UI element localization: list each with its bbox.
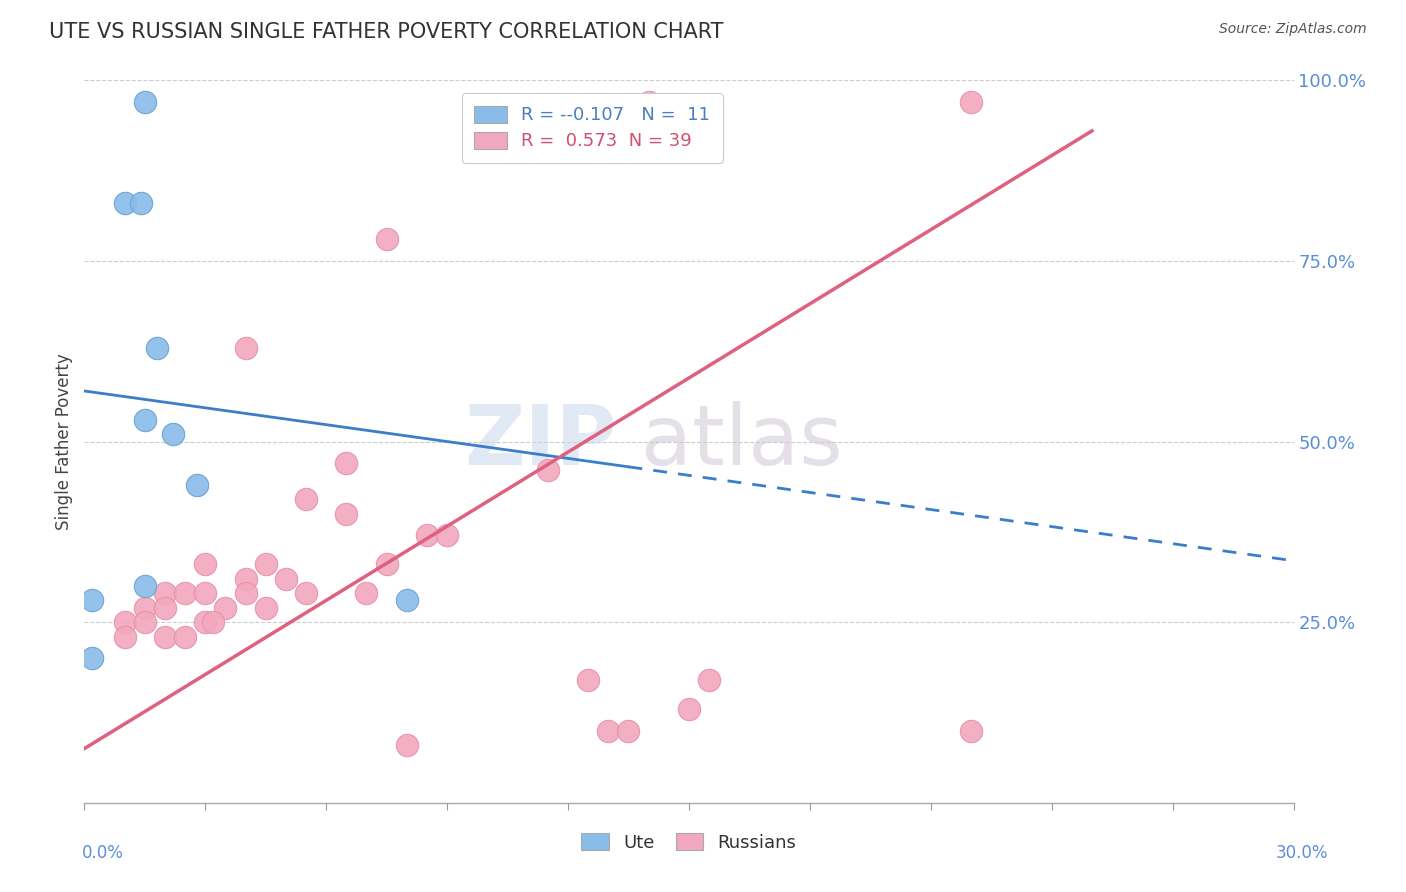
Point <box>114 630 136 644</box>
Point <box>202 615 225 630</box>
Text: atlas: atlas <box>641 401 842 482</box>
Point <box>162 427 184 442</box>
Text: UTE VS RUSSIAN SINGLE FATHER POVERTY CORRELATION CHART: UTE VS RUSSIAN SINGLE FATHER POVERTY COR… <box>49 22 724 42</box>
Point <box>174 586 197 600</box>
Point <box>114 615 136 630</box>
Point <box>134 579 156 593</box>
Point <box>146 341 169 355</box>
Point <box>114 196 136 211</box>
Point <box>335 456 357 470</box>
Point <box>416 528 439 542</box>
Point <box>235 572 257 586</box>
Point <box>194 586 217 600</box>
Point <box>82 593 104 607</box>
Point <box>214 600 236 615</box>
Point <box>134 413 156 427</box>
Point <box>356 586 378 600</box>
Point <box>960 723 983 738</box>
Point <box>174 630 197 644</box>
Point <box>637 95 659 109</box>
Text: ZIP: ZIP <box>464 401 616 482</box>
Legend: Ute, Russians: Ute, Russians <box>574 826 804 859</box>
Point <box>960 95 983 109</box>
Point <box>375 232 398 246</box>
Point <box>153 630 176 644</box>
Point <box>153 600 176 615</box>
Y-axis label: Single Father Poverty: Single Father Poverty <box>55 353 73 530</box>
Point <box>678 702 700 716</box>
Point <box>617 723 640 738</box>
Point <box>254 600 277 615</box>
Point <box>254 558 277 572</box>
Point <box>335 507 357 521</box>
Point <box>129 196 152 211</box>
Point <box>186 478 208 492</box>
Point <box>295 492 318 507</box>
Point <box>235 586 257 600</box>
Point <box>598 723 620 738</box>
Text: Source: ZipAtlas.com: Source: ZipAtlas.com <box>1219 22 1367 37</box>
Point <box>295 586 318 600</box>
Point <box>395 593 418 607</box>
Point <box>375 558 398 572</box>
Text: 30.0%: 30.0% <box>1277 844 1329 862</box>
Point <box>134 95 156 109</box>
Point <box>274 572 297 586</box>
Point <box>153 586 176 600</box>
Point <box>436 528 458 542</box>
Point <box>576 673 599 687</box>
Point <box>194 558 217 572</box>
Point <box>134 615 156 630</box>
Point <box>194 615 217 630</box>
Point <box>82 651 104 665</box>
Text: 0.0%: 0.0% <box>82 844 124 862</box>
Point <box>697 673 720 687</box>
Point <box>134 600 156 615</box>
Point <box>235 341 257 355</box>
Point <box>395 738 418 752</box>
Point <box>537 463 560 477</box>
